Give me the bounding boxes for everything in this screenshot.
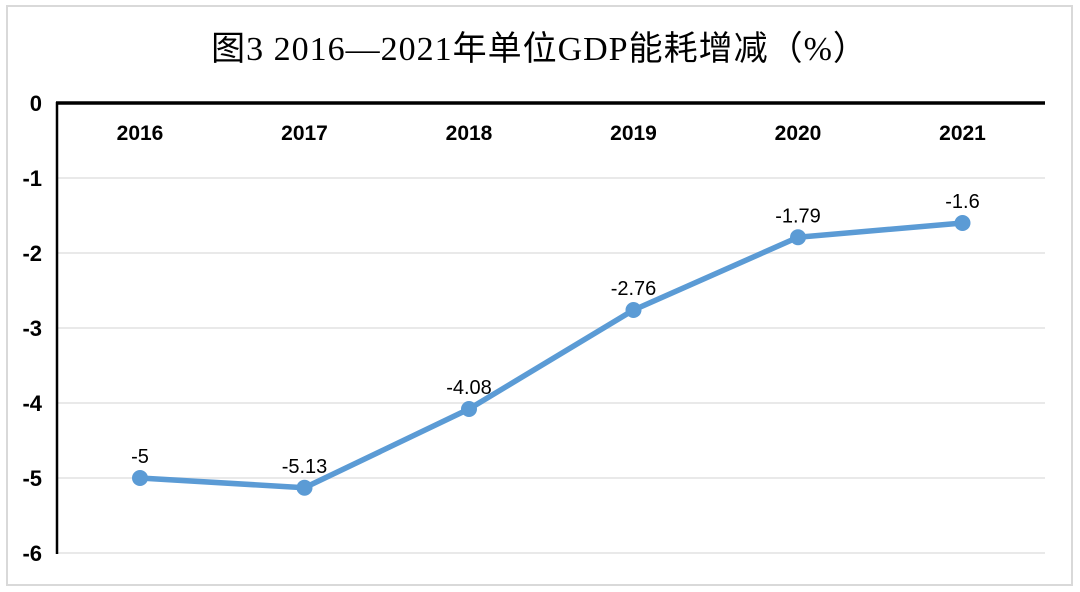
y-tick-label: -3 bbox=[22, 316, 42, 341]
data-point-marker bbox=[461, 401, 477, 417]
data-point-marker bbox=[132, 470, 148, 486]
x-axis-label: 2021 bbox=[939, 122, 986, 145]
data-point-label: -1.79 bbox=[775, 205, 821, 227]
data-point-label: -1.6 bbox=[945, 191, 979, 213]
y-tick-label: -2 bbox=[22, 241, 42, 266]
y-tick-label: -4 bbox=[22, 391, 42, 416]
data-point-marker bbox=[625, 302, 642, 318]
x-axis-label: 2018 bbox=[446, 122, 493, 145]
series-line bbox=[137, 220, 966, 491]
x-axis-label: 2020 bbox=[775, 122, 822, 145]
y-tick-label: 0 bbox=[30, 91, 42, 116]
data-point-marker bbox=[790, 229, 806, 246]
data-point-label: -5 bbox=[131, 446, 149, 468]
x-axis-label: 2017 bbox=[281, 122, 328, 145]
y-tick-label: -5 bbox=[22, 466, 42, 491]
x-axis-label: 2019 bbox=[610, 122, 657, 145]
data-point-label: -4.08 bbox=[446, 377, 492, 399]
chart-title: 图3 2016—2021年单位GDP能耗增减（%） bbox=[211, 31, 868, 68]
data-point-label: -2.76 bbox=[611, 278, 657, 300]
data-point-marker bbox=[296, 479, 313, 496]
data-point-label: -5.13 bbox=[282, 456, 328, 478]
x-axis-label: 2016 bbox=[117, 122, 164, 145]
y-tick-label: -6 bbox=[22, 541, 42, 566]
data-point-marker bbox=[954, 215, 971, 231]
y-tick-label: -1 bbox=[22, 166, 42, 191]
